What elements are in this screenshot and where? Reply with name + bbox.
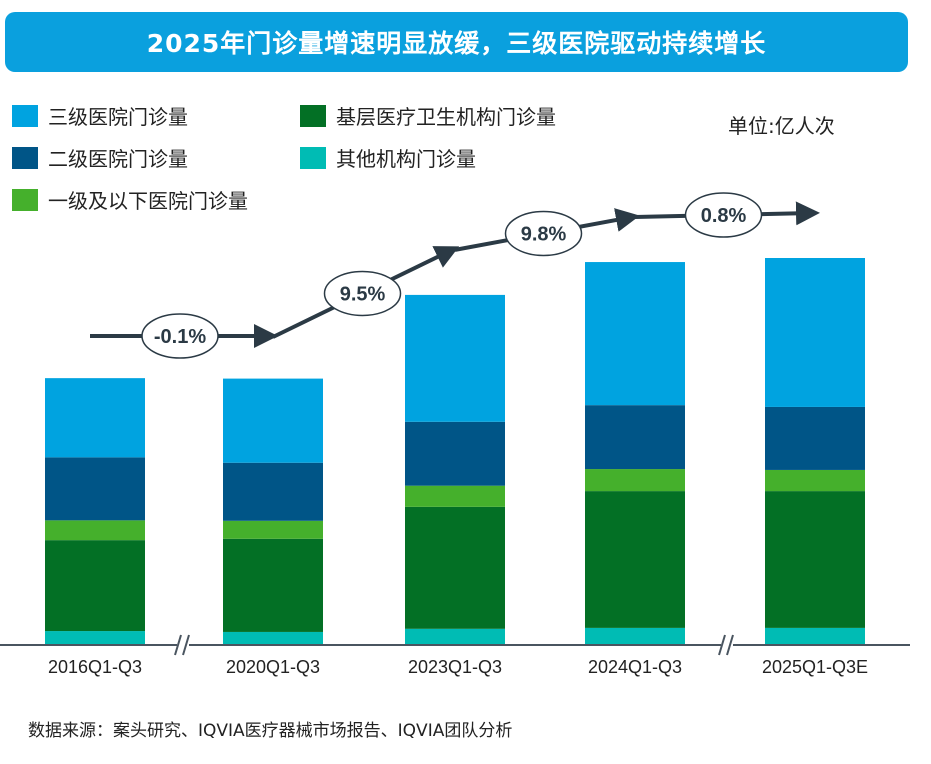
bar-segment <box>585 491 685 628</box>
legend-item-level1: 一级及以下医院门诊量 <box>12 185 248 214</box>
bar-segment <box>405 294 505 422</box>
legend-swatch <box>300 146 326 169</box>
axis-break-mark <box>182 634 190 656</box>
bar-segment <box>585 405 685 470</box>
axis-break-mark <box>174 634 182 656</box>
growth-bubble <box>323 270 402 317</box>
bar-segment <box>45 378 145 458</box>
legend-swatch <box>300 104 326 127</box>
legend-item-other: 其他机构门诊量 <box>300 143 476 172</box>
bar-segment <box>585 262 685 406</box>
legend-swatch <box>12 146 38 169</box>
bar-segment <box>585 469 685 492</box>
growth-label: 9.5% <box>340 283 386 305</box>
axis-break-gap <box>721 642 733 648</box>
bar-segment <box>585 627 685 645</box>
source-note: 数据来源：案头研究、IQVIA医疗器械市场报告、IQVIA团队分析 <box>28 721 513 741</box>
bar-segment <box>223 520 323 539</box>
growth-bubble <box>141 313 219 359</box>
x-tick-label: 2020Q1-Q3 <box>226 657 320 677</box>
growth-label: 0.8% <box>701 205 747 227</box>
legend-swatch <box>12 188 38 211</box>
bar-segment <box>223 378 323 463</box>
legend-item-level2: 二级医院门诊量 <box>12 143 188 172</box>
legend-item-level3: 三级医院门诊量 <box>12 101 188 130</box>
bar-segment <box>405 421 505 486</box>
x-tick-label: 2024Q1-Q3 <box>588 657 682 677</box>
bar-segment <box>223 538 323 632</box>
title-banner: 2025年门诊量增速明显放缓，三级医院驱动持续增长 <box>5 12 908 72</box>
bar-segment <box>405 506 505 629</box>
bar-segment <box>405 628 505 645</box>
legend-label: 其他机构门诊量 <box>336 147 476 171</box>
growth-label: -0.1% <box>154 326 206 348</box>
axis-break-gap <box>177 642 189 648</box>
bar-segment <box>765 491 865 628</box>
unit-label: 单位:亿人次 <box>728 114 835 138</box>
bar-segment <box>45 520 145 541</box>
x-tick-label: 2016Q1-Q3 <box>48 657 142 677</box>
bar-segment <box>45 631 145 645</box>
legend-item-primary-care: 基层医疗卫生机构门诊量 <box>300 101 556 130</box>
bar-segment <box>765 469 865 492</box>
legend-label: 一级及以下医院门诊量 <box>48 189 248 213</box>
bar-segment <box>45 540 145 632</box>
x-tick-label: 2023Q1-Q3 <box>408 657 502 677</box>
bar-segment <box>223 631 323 645</box>
growth-bubble <box>684 192 763 238</box>
bar-segment <box>765 258 865 407</box>
growth-label: 9.8% <box>521 223 567 245</box>
bar-segment <box>223 462 323 521</box>
bar-segment <box>45 457 145 521</box>
x-tick-label: 2025Q1-Q3E <box>762 657 868 677</box>
chart-title: 2025年门诊量增速明显放缓，三级医院驱动持续增长 <box>146 29 767 58</box>
bar-segment <box>405 485 505 507</box>
legend-swatch <box>12 104 38 127</box>
axis-break-mark <box>726 634 734 656</box>
axis-break-mark <box>718 634 726 656</box>
growth-bubble <box>504 210 583 257</box>
bar-segment <box>765 627 865 645</box>
bar-segment <box>765 406 865 470</box>
legend-label: 三级医院门诊量 <box>48 105 188 129</box>
legend-label: 二级医院门诊量 <box>48 147 188 171</box>
legend-label: 基层医疗卫生机构门诊量 <box>336 105 556 129</box>
